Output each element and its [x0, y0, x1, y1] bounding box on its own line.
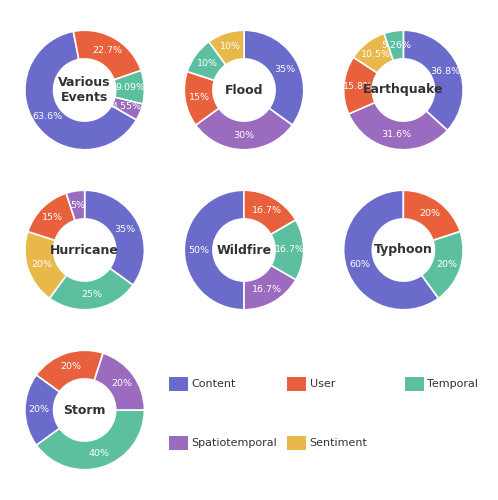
Text: 50%: 50% — [188, 246, 209, 254]
Text: 16.7%: 16.7% — [274, 246, 304, 254]
Text: 31.6%: 31.6% — [381, 130, 411, 140]
Text: 22.7%: 22.7% — [92, 46, 123, 55]
Text: Wildfire: Wildfire — [217, 244, 271, 256]
Text: 10.5%: 10.5% — [361, 50, 390, 58]
Text: Storm: Storm — [63, 404, 106, 416]
Text: 15%: 15% — [42, 214, 63, 222]
Text: 4.55%: 4.55% — [112, 102, 142, 112]
Text: Spatiotemporal: Spatiotemporal — [192, 438, 277, 448]
Wedge shape — [114, 70, 144, 104]
Text: 40%: 40% — [88, 448, 109, 458]
Wedge shape — [344, 57, 377, 114]
Wedge shape — [344, 190, 439, 310]
Bar — [287, 436, 306, 450]
Text: 20%: 20% — [111, 379, 132, 388]
Bar — [287, 377, 306, 391]
Text: 15.8%: 15.8% — [343, 82, 373, 90]
Wedge shape — [209, 30, 244, 65]
Text: 36.8%: 36.8% — [430, 67, 460, 76]
Text: 60%: 60% — [350, 260, 371, 268]
Bar — [169, 436, 188, 450]
Wedge shape — [28, 193, 75, 240]
Wedge shape — [66, 190, 85, 220]
Wedge shape — [422, 232, 463, 298]
Text: 35%: 35% — [274, 65, 295, 74]
Text: 30%: 30% — [234, 131, 254, 140]
Wedge shape — [25, 375, 60, 445]
Text: 16.7%: 16.7% — [252, 285, 282, 294]
Text: 20%: 20% — [29, 406, 50, 414]
Wedge shape — [25, 232, 66, 298]
Wedge shape — [187, 42, 226, 80]
Text: 10%: 10% — [220, 42, 241, 51]
Bar — [405, 377, 424, 391]
Text: Sentiment: Sentiment — [310, 438, 368, 448]
Text: 20%: 20% — [31, 260, 52, 268]
Text: 63.6%: 63.6% — [32, 112, 63, 121]
Text: Content: Content — [192, 379, 236, 389]
Wedge shape — [196, 108, 292, 150]
Wedge shape — [184, 72, 219, 125]
Text: Earthquake: Earthquake — [363, 84, 444, 96]
Wedge shape — [244, 190, 296, 234]
Text: User: User — [310, 379, 335, 389]
Wedge shape — [94, 353, 144, 410]
Wedge shape — [403, 30, 463, 130]
Wedge shape — [403, 190, 460, 240]
Wedge shape — [85, 190, 144, 285]
Text: 20%: 20% — [436, 260, 457, 268]
Bar — [169, 377, 188, 391]
Text: 9.09%: 9.09% — [115, 84, 145, 92]
Text: Hurricane: Hurricane — [50, 244, 119, 256]
Text: 35%: 35% — [115, 225, 135, 234]
Wedge shape — [271, 220, 304, 280]
Text: Flood: Flood — [225, 84, 263, 96]
Text: 16.7%: 16.7% — [251, 206, 282, 215]
Text: Typhoon: Typhoon — [374, 244, 433, 256]
Text: Temporal: Temporal — [427, 379, 479, 389]
Wedge shape — [36, 350, 103, 392]
Wedge shape — [112, 98, 143, 120]
Wedge shape — [184, 190, 244, 310]
Wedge shape — [25, 32, 136, 150]
Text: 25%: 25% — [81, 290, 102, 300]
Wedge shape — [73, 30, 141, 80]
Wedge shape — [384, 30, 403, 60]
Wedge shape — [49, 268, 133, 310]
Text: 5.26%: 5.26% — [381, 40, 411, 50]
Wedge shape — [244, 30, 304, 125]
Text: 20%: 20% — [60, 362, 81, 372]
Text: 5%: 5% — [70, 200, 85, 209]
Text: 15%: 15% — [189, 92, 210, 102]
Wedge shape — [354, 34, 393, 73]
Text: 10%: 10% — [197, 59, 218, 68]
Text: 20%: 20% — [420, 209, 441, 218]
Wedge shape — [244, 266, 296, 310]
Wedge shape — [349, 102, 447, 150]
Text: Various
Events: Various Events — [58, 76, 111, 104]
Wedge shape — [36, 410, 144, 470]
